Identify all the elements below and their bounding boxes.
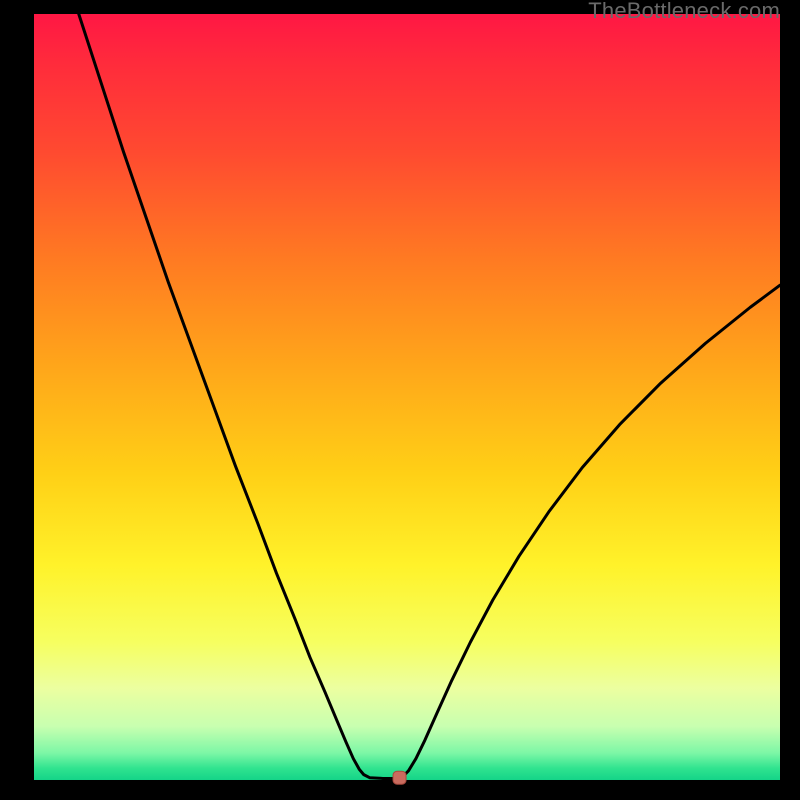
plot-background xyxy=(34,14,780,780)
minimum-marker xyxy=(393,771,406,784)
watermark-text: TheBottleneck.com xyxy=(588,0,780,24)
chart-container: { "canvas": { "width": 800, "height": 80… xyxy=(0,0,800,800)
bottleneck-chart xyxy=(0,0,800,800)
